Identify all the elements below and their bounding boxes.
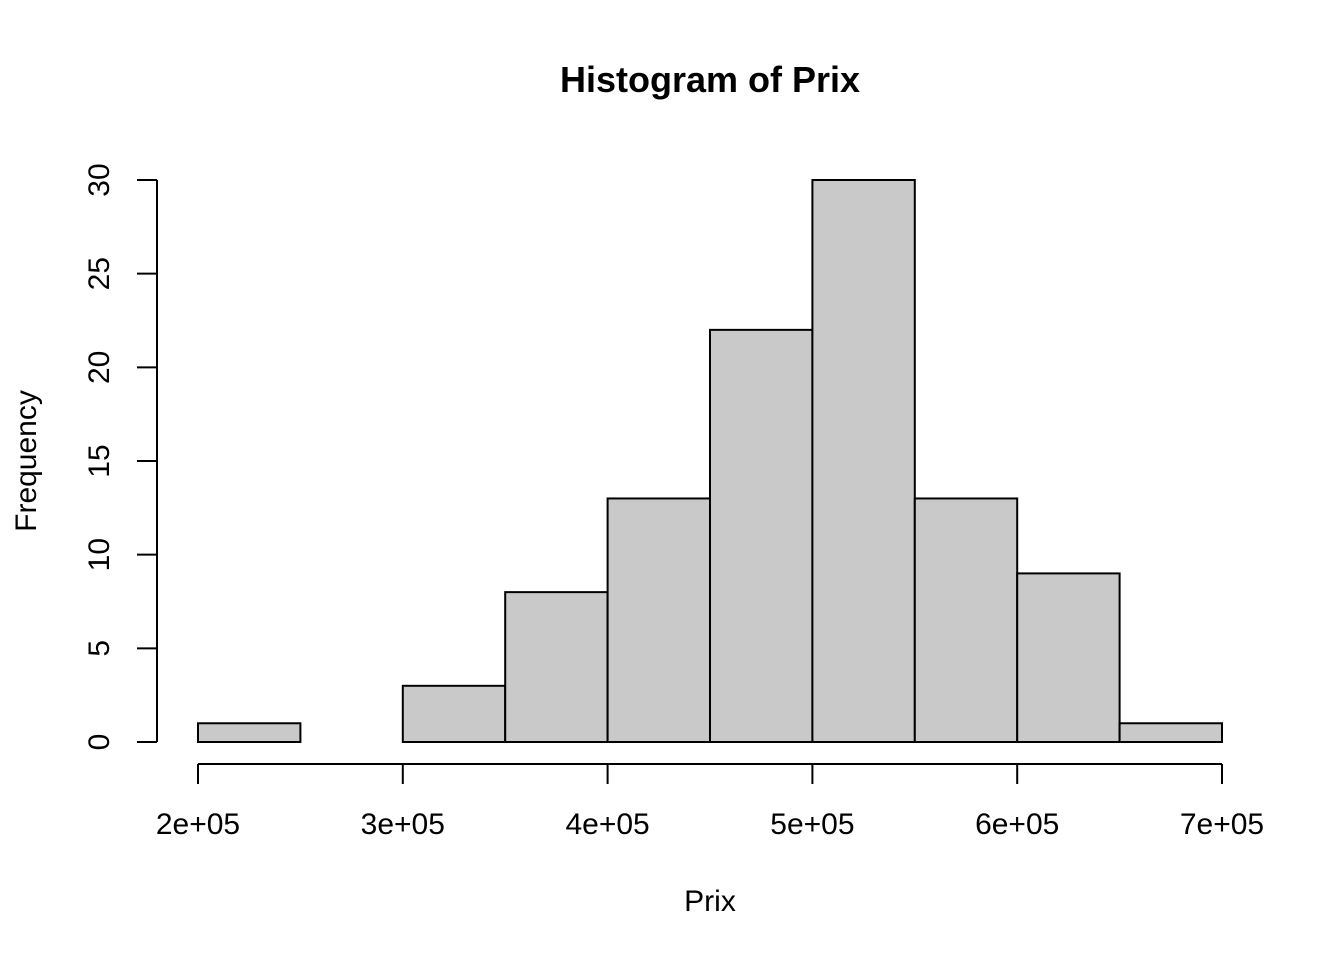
histogram-bar-6 bbox=[811, 179, 916, 743]
histogram-bar-3 bbox=[504, 591, 609, 744]
x-tick-label-4: 6e+05 bbox=[975, 808, 1059, 841]
histogram-bar-7 bbox=[913, 497, 1019, 744]
y-tick-label-3: 15 bbox=[83, 444, 116, 477]
histogram-bar-9 bbox=[1118, 722, 1223, 743]
histogram-bar-4 bbox=[606, 497, 711, 744]
x-tick-label-3: 5e+05 bbox=[770, 808, 854, 841]
x-axis-label: Prix bbox=[684, 885, 736, 918]
histogram-bar-8 bbox=[1016, 572, 1121, 744]
histogram-bar-2 bbox=[401, 684, 507, 743]
y-tick-label-6: 30 bbox=[83, 163, 116, 196]
y-tick-label-5: 25 bbox=[83, 257, 116, 290]
x-tick-label-5: 7e+05 bbox=[1180, 808, 1264, 841]
y-tick-label-2: 10 bbox=[83, 538, 116, 571]
chart-title: Histogram of Prix bbox=[560, 59, 860, 100]
x-tick-label-2: 4e+05 bbox=[565, 808, 649, 841]
x-tick-label-1: 3e+05 bbox=[361, 808, 445, 841]
bars-layer bbox=[197, 179, 1223, 744]
histogram-bar-5 bbox=[709, 328, 814, 743]
y-tick-label-1: 5 bbox=[83, 640, 116, 657]
y-tick-label-0: 0 bbox=[83, 734, 116, 751]
x-axis: 2e+05 3e+05 4e+05 5e+05 6e+05 7e+05 bbox=[156, 763, 1264, 841]
x-tick-label-0: 2e+05 bbox=[156, 808, 240, 841]
y-axis: 0 5 10 15 20 25 30 bbox=[83, 163, 158, 751]
y-axis-label: Frequency bbox=[10, 390, 43, 532]
y-tick-label-4: 20 bbox=[83, 351, 116, 384]
histogram-bar-0 bbox=[197, 722, 302, 743]
